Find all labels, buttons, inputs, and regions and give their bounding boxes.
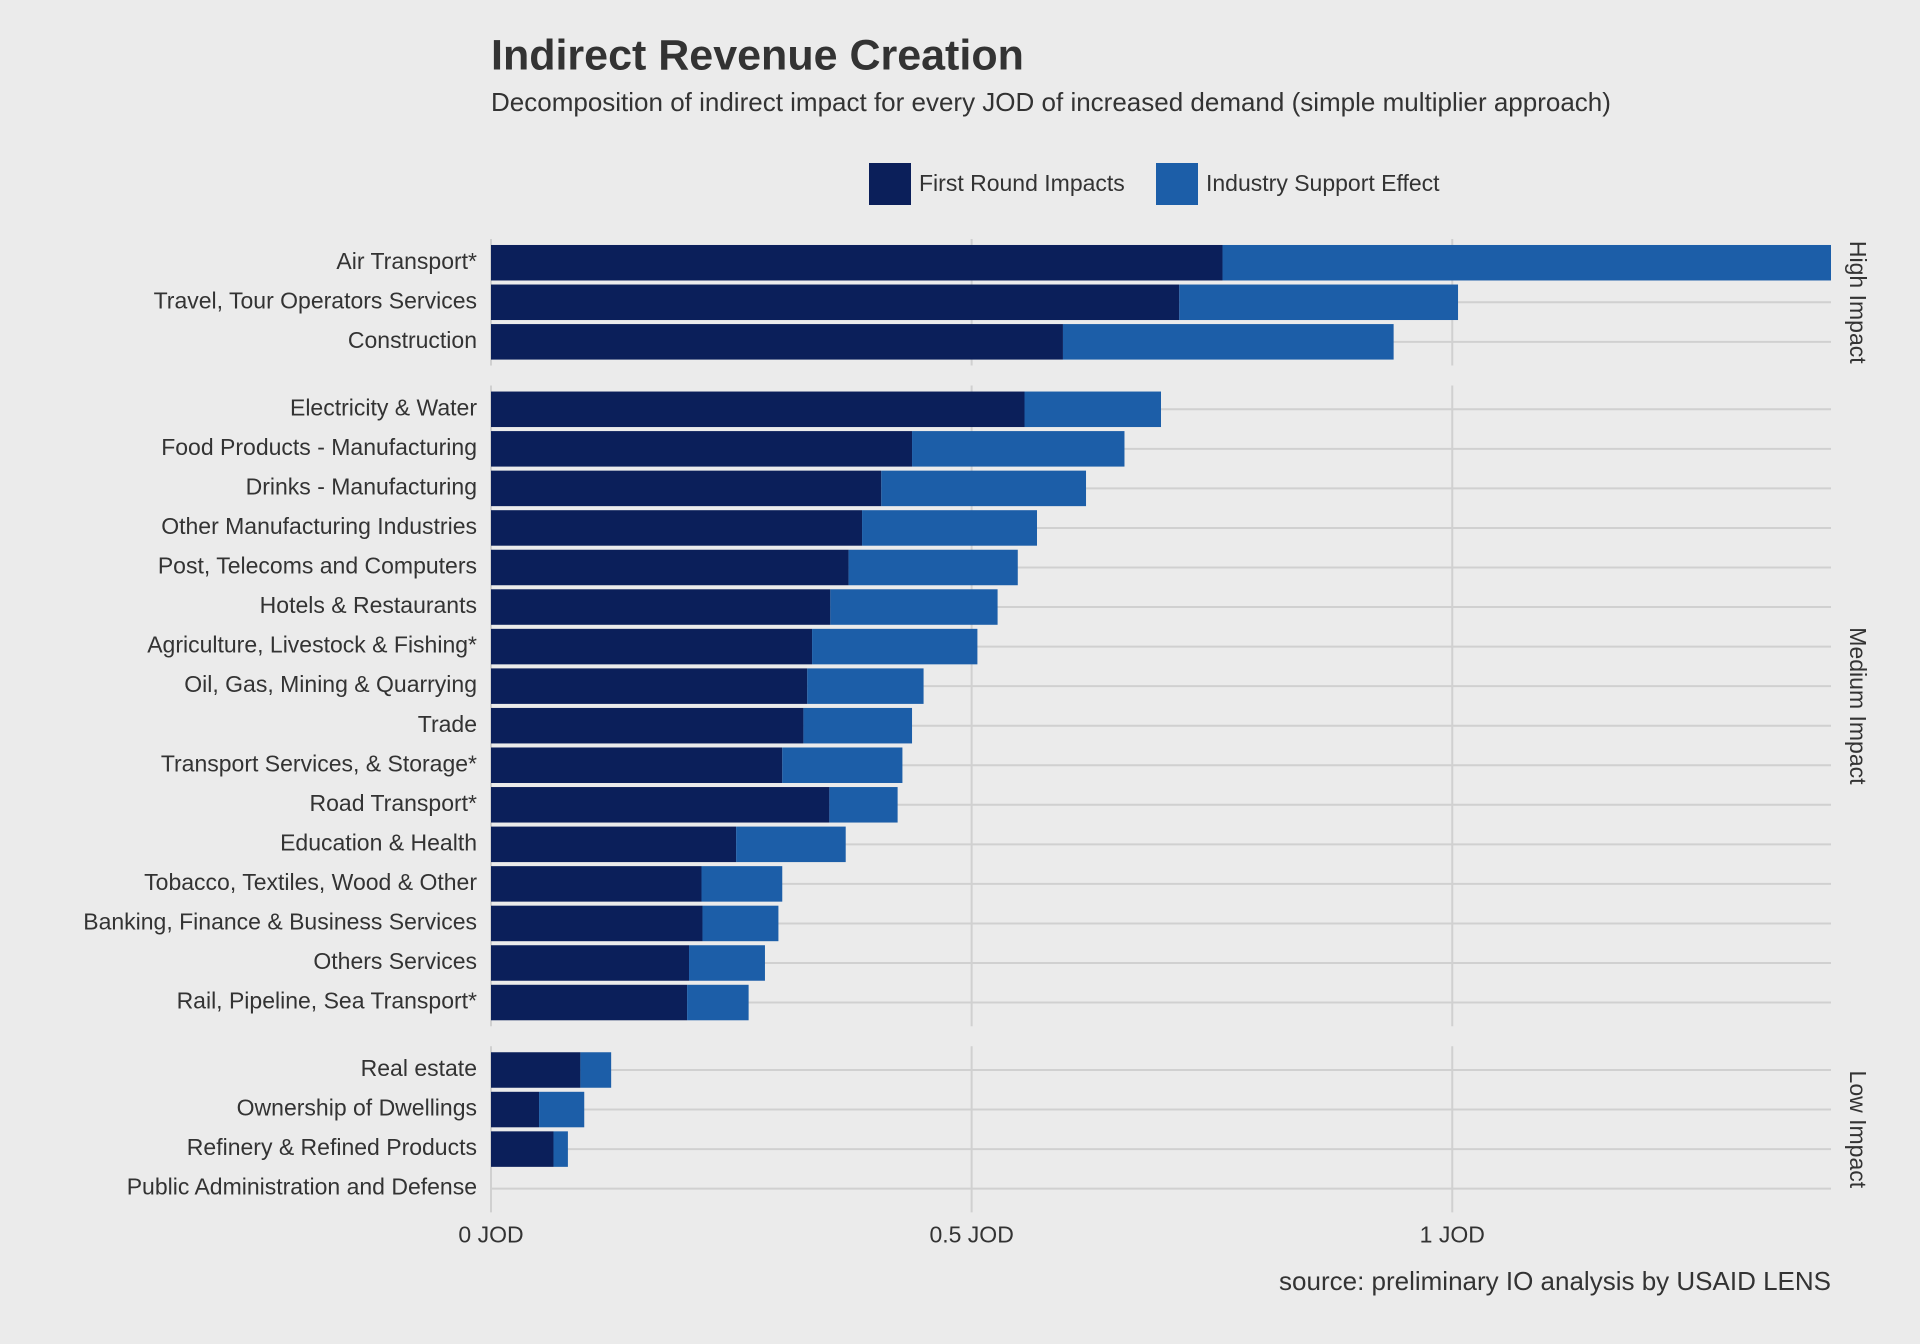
strip-label: High Impact xyxy=(1845,241,1871,364)
x-tick-label: 0 JOD xyxy=(458,1221,523,1247)
bar xyxy=(580,1052,612,1088)
bar xyxy=(848,549,1018,586)
y-tick-label: Others Services xyxy=(313,948,477,974)
bar xyxy=(491,787,830,823)
bar xyxy=(736,826,846,863)
bar xyxy=(807,668,924,704)
bar xyxy=(701,866,783,902)
y-tick-label: Travel, Tour Operators Services xyxy=(154,287,477,313)
legend-key xyxy=(1156,163,1198,205)
bar xyxy=(1179,284,1459,321)
bar xyxy=(491,470,882,507)
bar xyxy=(491,984,688,1021)
bar xyxy=(491,668,808,704)
bar xyxy=(1222,244,1831,281)
chart-title: Indirect Revenue Creation xyxy=(491,31,1024,79)
x-tick-label: 1 JOD xyxy=(1420,1221,1485,1247)
x-tick-label: 0.5 JOD xyxy=(929,1221,1013,1247)
bar xyxy=(491,510,863,546)
strip-label: Medium Impact xyxy=(1845,627,1871,785)
y-tick-label: Air Transport* xyxy=(336,248,477,274)
bar xyxy=(803,707,913,744)
bar xyxy=(539,1091,585,1128)
bar xyxy=(491,866,702,902)
y-tick-label: Trade xyxy=(418,711,477,737)
bar xyxy=(881,470,1087,507)
y-tick-label: Rail, Pipeline, Sea Transport* xyxy=(177,988,477,1014)
bar xyxy=(912,431,1125,467)
bar xyxy=(491,589,831,625)
y-tick-label: Food Products - Manufacturing xyxy=(161,434,477,460)
bar xyxy=(491,391,1025,428)
y-tick-label: Tobacco, Textiles, Wood & Other xyxy=(144,869,477,895)
bar xyxy=(491,1131,554,1167)
bar xyxy=(1024,391,1161,428)
y-tick-label: Drinks - Manufacturing xyxy=(246,473,477,499)
y-tick-label: Transport Services, & Storage* xyxy=(161,750,477,776)
y-tick-label: Construction xyxy=(348,327,477,353)
y-tick-label: Education & Health xyxy=(280,829,477,855)
y-tick-label: Electricity & Water xyxy=(290,394,477,420)
y-tick-label: Post, Telecoms and Computers xyxy=(158,553,477,579)
strip-label: Low Impact xyxy=(1845,1071,1871,1189)
bar xyxy=(689,945,765,981)
caption: source: preliminary IO analysis by USAID… xyxy=(1279,1266,1831,1296)
bar xyxy=(491,244,1223,281)
bar xyxy=(687,984,749,1021)
bar xyxy=(491,707,804,744)
bar xyxy=(830,589,998,625)
y-tick-label: Other Manufacturing Industries xyxy=(161,513,477,539)
y-tick-label: Banking, Finance & Business Services xyxy=(83,909,477,935)
y-tick-label: Agriculture, Livestock & Fishing* xyxy=(147,632,477,658)
y-tick-label: Oil, Gas, Mining & Quarrying xyxy=(184,671,477,697)
bar xyxy=(812,628,978,665)
bar xyxy=(829,787,898,823)
y-tick-label: Hotels & Restaurants xyxy=(260,592,477,618)
bar xyxy=(491,1052,581,1088)
bar xyxy=(491,1091,540,1128)
y-tick-label: Ownership of Dwellings xyxy=(237,1095,477,1121)
legend-label: Industry Support Effect xyxy=(1206,170,1440,196)
bar xyxy=(782,747,903,783)
bar xyxy=(553,1131,568,1167)
bar xyxy=(862,510,1037,546)
legend-label: First Round Impacts xyxy=(919,170,1125,196)
chart-subtitle: Decomposition of indirect impact for eve… xyxy=(491,87,1611,117)
y-tick-label: Refinery & Refined Products xyxy=(187,1134,477,1160)
bar xyxy=(491,324,1063,360)
bar xyxy=(491,284,1180,321)
bar xyxy=(702,905,779,942)
y-tick-label: Road Transport* xyxy=(310,790,478,816)
bar xyxy=(491,945,690,981)
bar xyxy=(491,549,849,586)
bar xyxy=(1062,324,1394,360)
y-tick-label: Public Administration and Defense xyxy=(127,1174,477,1200)
y-tick-label: Real estate xyxy=(361,1055,477,1081)
bar xyxy=(491,905,703,942)
bar xyxy=(491,747,783,783)
bar xyxy=(491,431,913,467)
bar xyxy=(491,628,813,665)
bar xyxy=(491,826,737,863)
legend-key xyxy=(869,163,911,205)
